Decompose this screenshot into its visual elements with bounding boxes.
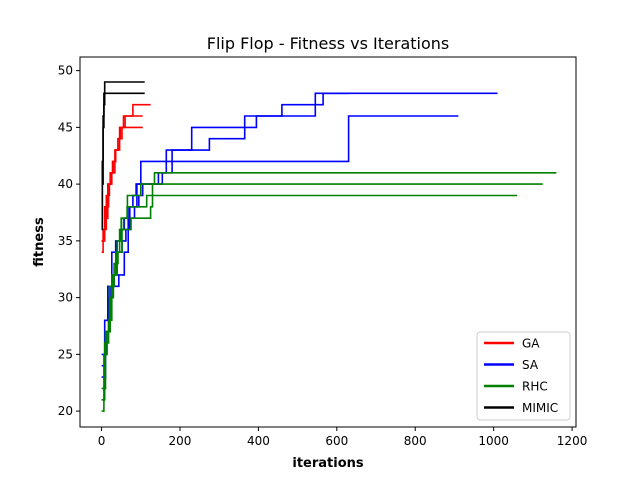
legend-label: SA bbox=[522, 358, 539, 372]
x-tick-label: 1200 bbox=[557, 434, 588, 448]
y-tick-label: 40 bbox=[58, 177, 73, 191]
y-tick-label: 30 bbox=[58, 291, 73, 305]
series-line-ga bbox=[101, 115, 143, 242]
legend-frame bbox=[476, 331, 571, 421]
legend-label: GA bbox=[522, 337, 540, 351]
series-line-sa bbox=[101, 92, 498, 378]
x-tick-label: 400 bbox=[247, 434, 270, 448]
legend-label: RHC bbox=[522, 380, 548, 394]
series-line-rhc bbox=[101, 183, 543, 390]
x-tick-label: 0 bbox=[98, 434, 106, 448]
series-layer bbox=[101, 81, 557, 412]
chart-title: Flip Flop - Fitness vs Iterations bbox=[207, 34, 449, 53]
y-axis-label: fitness bbox=[32, 217, 47, 267]
x-tick-label: 600 bbox=[325, 434, 348, 448]
series-line-mimic bbox=[101, 81, 145, 219]
y-axis-ticks: 20 25 30 35 40 45 50 bbox=[58, 64, 80, 418]
y-tick-label: 35 bbox=[58, 234, 73, 248]
x-axis-ticks: 0 200 400 600 800 1000 1200 bbox=[98, 427, 588, 448]
y-tick-label: 20 bbox=[58, 404, 73, 418]
plot-area bbox=[79, 56, 577, 428]
legend-label: MIMIC bbox=[522, 401, 558, 415]
y-tick-label: 45 bbox=[58, 120, 73, 134]
x-tick-label: 800 bbox=[404, 434, 427, 448]
series-line-sa bbox=[101, 92, 349, 367]
series-line-rhc bbox=[101, 194, 518, 412]
series-sa bbox=[101, 92, 498, 378]
x-tick-label: 200 bbox=[169, 434, 192, 448]
series-mimic bbox=[101, 81, 145, 231]
y-tick-label: 50 bbox=[58, 64, 73, 78]
series-line-sa bbox=[101, 115, 459, 356]
x-tick-label: 1000 bbox=[478, 434, 509, 448]
legend-items: GA SA RHC MIMIC bbox=[484, 337, 558, 415]
x-axis-label: iterations bbox=[292, 456, 364, 471]
legend: GA SA RHC MIMIC bbox=[476, 331, 571, 421]
series-ga bbox=[101, 103, 151, 253]
axes-frame bbox=[79, 56, 577, 428]
series-rhc bbox=[101, 172, 557, 412]
y-tick-label: 25 bbox=[58, 347, 73, 361]
